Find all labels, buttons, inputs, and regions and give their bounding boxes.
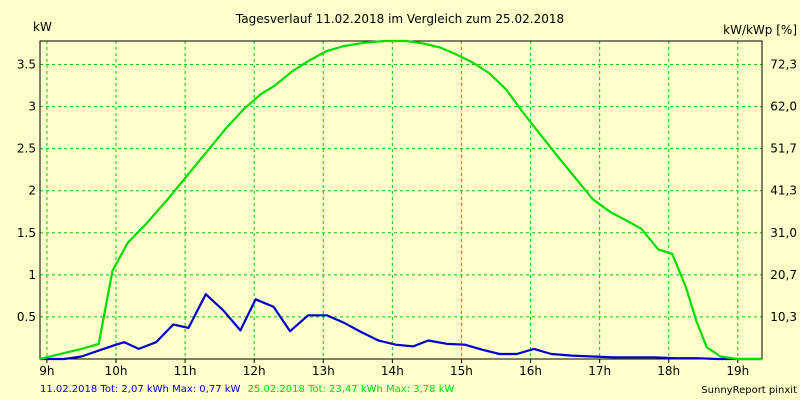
series-line-1	[40, 293, 762, 361]
y2-tick-label: 10,3	[770, 310, 797, 324]
y-axis-right: 10,3 20,7 31,0 41,3 51,7 62,0 72,3	[770, 58, 797, 324]
y-tick-label: 3	[28, 100, 36, 114]
y2-tick-label: 20,7	[770, 268, 797, 282]
x-tick-label: 11h	[174, 364, 197, 378]
chart-title: Tagesverlauf 11.02.2018 im Vergleich zum…	[235, 12, 564, 26]
y-tick-label: 1.5	[17, 226, 36, 240]
y-axis-label-left: kW	[33, 20, 52, 34]
series-group	[39, 39, 762, 361]
y-axis-label-right: kW/kWp [%]	[723, 23, 797, 37]
x-tick-label: 14h	[381, 364, 404, 378]
x-tick-label: 9h	[39, 364, 54, 378]
y2-tick-label: 41,3	[770, 184, 797, 198]
y2-tick-label: 31,0	[770, 226, 797, 240]
legend-entry-2: 25.02.2018 Tot: 23,47 kWh Max: 3,78 kW	[248, 384, 455, 395]
x-tick-label: 17h	[588, 364, 611, 378]
x-tick-label: 12h	[243, 364, 266, 378]
credit-text: SunnyReport pinxit	[701, 385, 797, 396]
x-tick-label: 13h	[312, 364, 335, 378]
legend-entry-1: 11.02.2018 Tot: 2,07 kWh Max: 0,77 kW	[40, 384, 241, 395]
y-tick-label: 2	[28, 184, 36, 198]
y2-tick-label: 72,3	[770, 58, 797, 72]
x-axis: 9h 10h 11h 12h 13h 14h 15h 16h 17h 18h 19h	[39, 359, 749, 378]
legend: 11.02.2018 Tot: 2,07 kWh Max: 0,77 kW 25…	[40, 384, 454, 395]
x-tick-label: 15h	[450, 364, 473, 378]
y-tick-label: 0.5	[17, 310, 36, 324]
y-tick-label: 3.5	[17, 58, 36, 72]
y-tick-label: 1	[28, 268, 36, 282]
y-axis-left: 0.5 1 1.5 2 2.5 3 3.5	[17, 58, 36, 324]
x-tick-label: 10h	[105, 364, 128, 378]
y2-tick-label: 62,0	[770, 100, 797, 114]
x-tick-label: 16h	[519, 364, 542, 378]
x-tick-label: 19h	[726, 364, 749, 378]
series-line-2	[39, 39, 762, 361]
y2-tick-label: 51,7	[770, 142, 797, 156]
x-tick-label: 18h	[657, 364, 680, 378]
y-tick-label: 2.5	[17, 142, 36, 156]
grid	[40, 41, 762, 359]
